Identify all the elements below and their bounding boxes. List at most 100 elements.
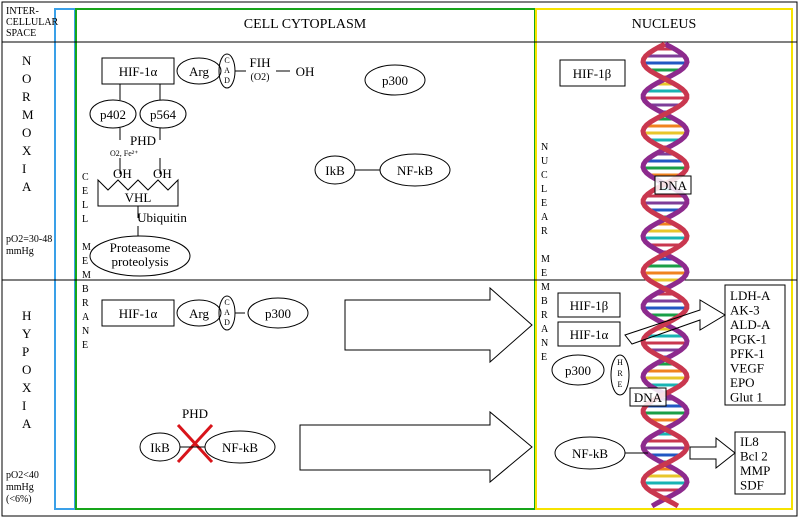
hif1a-label-h: HIF-1α (119, 306, 158, 321)
svg-text:B: B (82, 284, 89, 295)
hif1a-label-n: HIF-1α (119, 64, 158, 79)
svg-text:L: L (541, 184, 547, 195)
fih-sub: (O2) (251, 72, 270, 83)
svg-text:O: O (22, 125, 31, 140)
arg-label-h: Arg (189, 306, 209, 321)
svg-text:M: M (541, 254, 550, 265)
normoxia-sub-2: mmHg (6, 246, 34, 257)
nuclear-membrane-label: NUCLEARMEMBRANE (541, 142, 550, 363)
ikb-label-h: IkB (150, 440, 170, 455)
big-arrow-hif (345, 288, 532, 362)
header-intercellular-2: CELLULAR (6, 17, 59, 28)
prot-l2: proteolysis (111, 254, 168, 269)
svg-text:A: A (541, 212, 549, 223)
svg-text:L: L (82, 200, 88, 211)
svg-text:Glut 1: Glut 1 (730, 390, 763, 405)
hif1a-label-nuc: HIF-1α (570, 327, 609, 342)
svg-text:ALD-A: ALD-A (730, 317, 771, 332)
svg-text:M: M (541, 282, 550, 293)
svg-text:E: E (541, 198, 547, 209)
svg-text:N: N (541, 338, 548, 349)
svg-text:M: M (22, 107, 34, 122)
header-intercellular-3: SPACE (6, 28, 36, 39)
svg-text:H: H (22, 308, 31, 323)
cad-d-h: D (224, 318, 230, 327)
hif1b-label-h: HIF-1β (570, 298, 609, 313)
svg-text:E: E (541, 352, 547, 363)
svg-text:X: X (22, 380, 32, 395)
svg-text:PGK-1: PGK-1 (730, 332, 767, 347)
hre-e: E (618, 380, 623, 389)
normoxia-sub-1: pO2=30-48 (6, 234, 52, 245)
svg-text:C: C (82, 172, 89, 183)
svg-text:A: A (22, 179, 32, 194)
p300-label-n: p300 (382, 73, 408, 88)
cad-d-n: D (224, 76, 230, 85)
cad-c-h: C (224, 298, 229, 307)
svg-text:L: L (82, 214, 88, 225)
oh-label-1: OH (113, 166, 132, 181)
svg-text:M: M (82, 270, 91, 281)
svg-text:A: A (22, 416, 32, 431)
cad-c-n: C (224, 56, 229, 65)
hre-h: H (617, 358, 623, 367)
ubiq-label: Ubiquitin (137, 210, 187, 225)
hre-r: R (617, 369, 623, 378)
hypoxia-sub-1: pO2<40 (6, 470, 39, 481)
oh-label-top: OH (296, 64, 315, 79)
header-cytoplasm: CELL CYTOPLASM (244, 17, 367, 32)
svg-text:I: I (22, 161, 26, 176)
svg-text:PFK-1: PFK-1 (730, 346, 765, 361)
hypoxia-sub-3: (<6%) (6, 494, 32, 505)
blue-column (55, 9, 75, 509)
arg-label-n: Arg (189, 64, 209, 79)
svg-text:N: N (82, 326, 89, 337)
phd-label: PHD (130, 133, 156, 148)
svg-text:LDH-A: LDH-A (730, 288, 771, 303)
cad-a-h: A (224, 308, 230, 317)
svg-text:A: A (541, 324, 549, 335)
svg-text:U: U (541, 156, 549, 167)
svg-text:R: R (22, 89, 31, 104)
svg-text:E: E (82, 186, 88, 197)
big-arrow-nfkb (300, 412, 532, 482)
svg-text:N: N (22, 53, 32, 68)
oh-label-2: OH (153, 166, 172, 181)
nfkb-label-nuc: NF-kB (572, 446, 608, 461)
svg-text:A: A (82, 312, 90, 323)
svg-text:VEGF: VEGF (730, 361, 764, 376)
normoxia-label: NORMOXIA (22, 53, 34, 194)
svg-text:O: O (22, 71, 31, 86)
svg-text:N: N (541, 142, 548, 153)
gene-arrow-2 (690, 438, 735, 468)
hypoxia-sub-2: mmHg (6, 482, 34, 493)
svg-text:O: O (22, 362, 31, 377)
svg-text:R: R (82, 298, 89, 309)
phd-sub: O2, Fe²⁺ (110, 149, 138, 158)
svg-text:R: R (541, 226, 548, 237)
svg-text:AK-3: AK-3 (730, 303, 760, 318)
svg-text:C: C (541, 170, 548, 181)
header-intercellular-1: INTER- (6, 6, 39, 17)
hypoxia-label: HYPOXIA (22, 308, 32, 431)
fih-label: FIH (250, 55, 271, 70)
nfkb-label-n: NF-kB (397, 163, 433, 178)
svg-text:E: E (82, 256, 88, 267)
svg-text:IL8: IL8 (740, 434, 759, 449)
svg-text:I: I (22, 398, 26, 413)
dna-label-n: DNA (659, 178, 688, 193)
svg-text:E: E (541, 268, 547, 279)
p402-label: p402 (100, 107, 126, 122)
ikb-label-n: IkB (325, 163, 345, 178)
svg-text:SDF: SDF (740, 478, 764, 493)
svg-text:Bcl 2: Bcl 2 (740, 449, 768, 464)
svg-text:M: M (82, 242, 91, 253)
svg-text:B: B (541, 296, 548, 307)
vhl-label: VHL (125, 190, 152, 205)
prot-l1: Proteasome (110, 240, 171, 255)
svg-text:X: X (22, 143, 32, 158)
p564-label: p564 (150, 107, 177, 122)
nfkb-label-h: NF-kB (222, 440, 258, 455)
header-nucleus: NUCLEUS (632, 17, 697, 32)
hif1b-label-n: HIF-1β (573, 66, 612, 81)
